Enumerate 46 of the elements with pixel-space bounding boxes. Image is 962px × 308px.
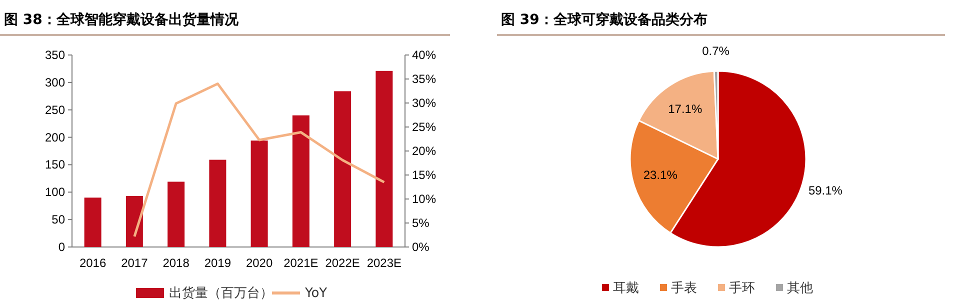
legend-label: 手环	[729, 281, 755, 296]
x-tick-label: 2016	[79, 256, 106, 270]
y2-tick-label: 20%	[412, 144, 436, 158]
bar	[334, 91, 352, 247]
y-tick-label: 250	[44, 102, 66, 117]
x-tick-label: 2020	[246, 256, 273, 270]
bar	[84, 198, 102, 247]
y2-tick-label: 35%	[412, 72, 436, 86]
x-tick-label: 2019	[204, 256, 232, 270]
x-tick-label: 2022E	[325, 256, 360, 270]
y2-tick-label: 15%	[412, 168, 436, 182]
bar	[209, 160, 226, 247]
x-tick-label: 2018	[162, 256, 190, 270]
y-tick-label: 150	[44, 158, 66, 172]
y2-tick-label: 5%	[412, 216, 430, 230]
legend-label: 其他	[787, 281, 813, 296]
y-tick-label: 100	[44, 185, 66, 200]
bar	[250, 140, 268, 247]
x-tick-label: 2021E	[284, 256, 318, 270]
bar	[376, 70, 393, 247]
y-tick-label: 300	[44, 75, 66, 90]
legend-label: 出货量（百万台）	[169, 286, 273, 301]
bar	[168, 182, 185, 247]
y2-tick-label: 0%	[412, 240, 430, 254]
y2-tick-label: 30%	[412, 96, 436, 110]
x-tick-label: 2017	[121, 256, 148, 270]
y2-tick-label: 10%	[412, 192, 436, 206]
bar	[292, 115, 310, 247]
y-tick-label: 50	[52, 212, 66, 227]
data-label: 0.7%	[702, 44, 730, 58]
line-series	[133, 82, 386, 238]
legend-label: YoY	[304, 286, 328, 301]
data-label: 23.1%	[643, 168, 678, 182]
bar	[126, 196, 143, 247]
legend-label: 耳戴	[613, 281, 639, 296]
chart-title: 图 38：全球智能穿戴设备出货量情况	[4, 11, 240, 28]
y2-tick-label: 40%	[412, 48, 436, 62]
data-label: 59.1%	[808, 184, 843, 198]
data-label: 17.1%	[668, 102, 702, 116]
chart-title: 图 39：全球可穿戴设备品类分布	[501, 11, 708, 28]
y-tick-label: 200	[44, 130, 66, 144]
y-tick-label: 350	[44, 48, 66, 62]
y-tick-label: 0	[58, 240, 66, 254]
legend-label: 手表	[671, 281, 697, 296]
y2-tick-label: 25%	[412, 120, 436, 134]
x-tick-label: 2023E	[366, 256, 402, 270]
